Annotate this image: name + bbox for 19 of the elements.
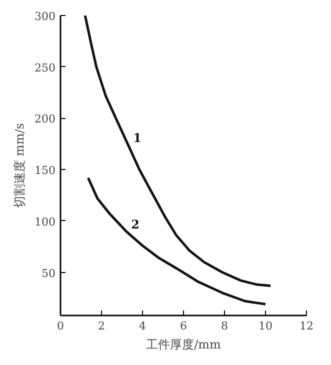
line-series	[84, 16, 272, 287]
y-tick-label: 250	[34, 61, 56, 74]
y-tick-label: 50	[42, 266, 56, 280]
y-axis-title: 切割速度 mm/s	[12, 123, 27, 208]
series-label: 1	[133, 130, 142, 145]
y-tick-label: 150	[34, 164, 56, 178]
series-label: 2	[131, 217, 140, 232]
y-tick-label: 200	[34, 112, 56, 126]
y-tick-label: 300	[34, 10, 56, 23]
x-axis-title: 工件厚度/mm	[146, 338, 222, 352]
x-tick-label: 12	[300, 320, 314, 332]
x-tick-label: 10	[258, 320, 272, 332]
x-tick-label: 2	[98, 320, 105, 332]
x-tick-label: 6	[180, 320, 187, 332]
line-series	[86, 176, 267, 306]
x-tick-label: 4	[139, 320, 146, 332]
y-tick-label: 100	[34, 215, 56, 228]
x-tick-label: 0	[57, 320, 64, 332]
x-tick-label: 8	[221, 320, 228, 332]
